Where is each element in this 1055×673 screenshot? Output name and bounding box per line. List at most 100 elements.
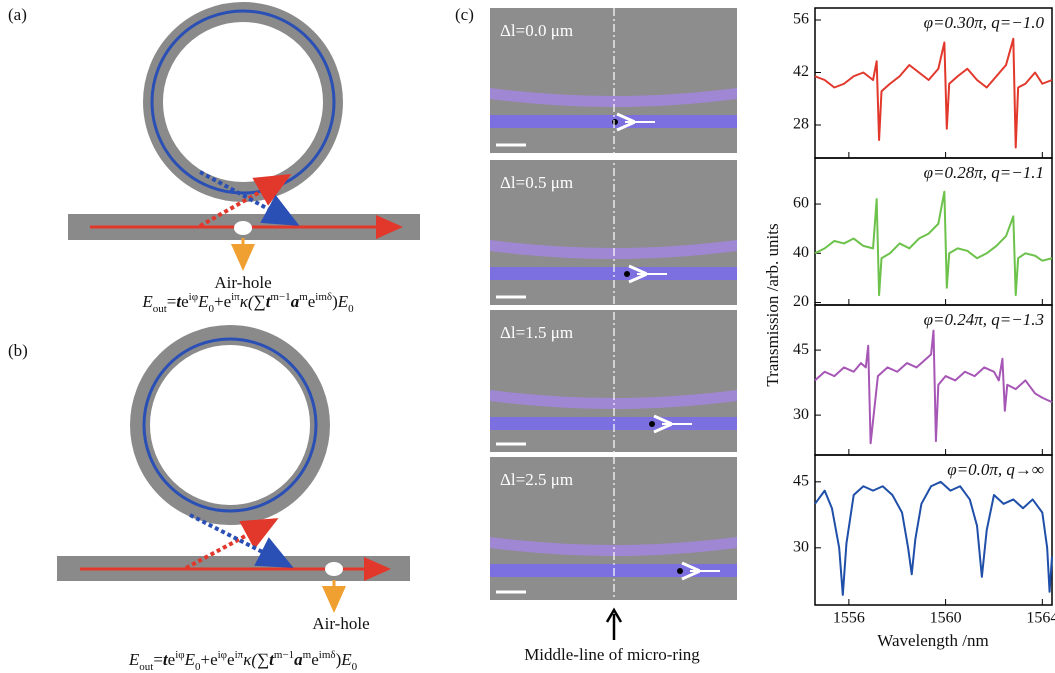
coupling-in: [199, 174, 292, 228]
air-hole: [677, 568, 683, 574]
air-hole: [325, 562, 343, 576]
equation-part: t: [176, 292, 182, 311]
equation-part: iπ: [235, 649, 244, 661]
bus-waveguide: [490, 267, 737, 280]
y-tick-label: 60: [793, 195, 809, 212]
equation-part: m: [299, 291, 308, 303]
panel-a: (a) Air-hole Eout=teiφE0+eiπκ(∑tm−1ameim…: [8, 2, 420, 315]
air-hole: [234, 221, 252, 235]
equation-part: 0: [348, 303, 354, 315]
offset-label: Δl=1.5 μm: [500, 323, 573, 342]
offset-label: Δl=2.5 μm: [500, 470, 573, 489]
equation-part: =: [167, 292, 177, 311]
ring-mode: [150, 9, 336, 195]
ring-mode: [142, 337, 318, 513]
y-tick-label: 28: [793, 116, 809, 133]
equation-part: κ(∑: [243, 650, 269, 669]
panel-label: (b): [8, 341, 28, 360]
equation-part: e: [168, 650, 176, 669]
equation-part: e: [210, 650, 218, 669]
equation-part: ): [332, 292, 338, 311]
equation-part: e: [308, 292, 316, 311]
equation-part: out: [139, 661, 153, 673]
sem-image: [490, 8, 737, 153]
equation-part: a: [291, 292, 300, 311]
annotation: φ=0.30π, q=−1.0: [924, 13, 1045, 32]
equation-part: m: [303, 649, 312, 661]
equation-part: t: [163, 650, 169, 669]
equation-part: 0: [195, 661, 201, 673]
panel-c: (c) Δl=0.0 μm Δl=0.5 μm Δl=1.5 μm Δl=2.5 μm: [455, 5, 737, 600]
equation-part: 0: [352, 661, 358, 673]
equation-part: m−1: [270, 291, 290, 303]
spectrum: [814, 480, 1053, 596]
spectrum: [814, 190, 1053, 297]
equation-part: e: [224, 292, 232, 311]
equation-part: κ(∑: [240, 292, 266, 311]
x-tick-label: 1556: [833, 610, 865, 627]
equation-part: E: [128, 650, 140, 669]
equation-part: iφ: [218, 649, 227, 661]
equation-part: E: [337, 292, 349, 311]
ring: [130, 325, 330, 525]
equation-part: e: [227, 650, 235, 669]
equation-part: t: [269, 650, 275, 669]
y-tick-label: 40: [793, 244, 809, 261]
y-tick-label: 45: [793, 341, 809, 358]
annotation: φ=0.0π, q→∞: [947, 460, 1044, 479]
plot-frame: [814, 454, 1053, 606]
equation-part: t: [266, 292, 272, 311]
equation-part: imδ: [319, 649, 336, 661]
y-tick-label: 20: [793, 293, 809, 310]
coupling-in: [185, 518, 279, 570]
air-hole: [612, 119, 618, 125]
y-tick-label: 45: [793, 473, 809, 490]
equation-part: iφ: [175, 649, 184, 661]
x-axis-label: Wavelength /nm: [877, 631, 988, 650]
equation: Eout=teiφE0+eiφeiπκ(∑tm−1ameimδ)E0: [128, 649, 358, 673]
air-hole: [624, 271, 630, 277]
spectrum: [814, 329, 1053, 445]
equation-part: E: [184, 650, 196, 669]
ring: [143, 2, 343, 202]
ring-edge: [490, 537, 737, 556]
y-tick-label: 30: [793, 538, 809, 555]
equation-part: e: [181, 292, 189, 311]
air-hole: [649, 421, 655, 427]
equation-part: =: [153, 650, 163, 669]
offset-label: Δl=0.5 μm: [500, 173, 573, 192]
equation-part: imδ: [315, 291, 332, 303]
equation-part: m−1: [274, 649, 294, 661]
equation-part: a: [294, 650, 303, 669]
coupling-out: [189, 513, 294, 568]
equation: Eout=teiφE0+eiπκ(∑tm−1ameimδ)E0: [141, 291, 354, 315]
offset-label: Δl=0.0 μm: [500, 21, 573, 40]
equation-part: iφ: [189, 291, 198, 303]
equation-part: iπ: [231, 291, 240, 303]
y-tick-label: 42: [793, 63, 809, 80]
y-tick-label: 30: [793, 406, 809, 423]
air-hole-label: Air-hole: [214, 273, 271, 292]
panel-label: (c): [455, 5, 474, 24]
middle-line-label: Middle-line of micro-ring: [524, 645, 700, 664]
annotation: φ=0.24π, q=−1.3: [924, 310, 1044, 329]
y-axis-label: Transmission /arb. units: [763, 223, 782, 386]
equation-part: E: [141, 292, 153, 311]
x-tick-label: 1564: [1026, 610, 1055, 627]
bus-waveguide: [490, 417, 737, 430]
air-hole-label: Air-hole: [312, 614, 369, 633]
equation-part: ): [336, 650, 342, 669]
equation-part: e: [311, 650, 319, 669]
ring-edge: [490, 88, 737, 107]
panel-b: (b) Air-hole Eout=teiφE0+eiφeiπκ(∑tm−1am…: [8, 325, 410, 673]
annotation: φ=0.28π, q=−1.1: [924, 163, 1044, 182]
x-tick-label: 1560: [930, 610, 962, 627]
spectrum: [814, 37, 1053, 149]
panel-label: (a): [8, 5, 27, 24]
equation-part: 0: [208, 303, 214, 315]
equation-part: E: [197, 292, 209, 311]
equation-part: out: [153, 303, 167, 315]
y-tick-label: 56: [793, 11, 809, 28]
equation-part: +: [200, 650, 210, 669]
